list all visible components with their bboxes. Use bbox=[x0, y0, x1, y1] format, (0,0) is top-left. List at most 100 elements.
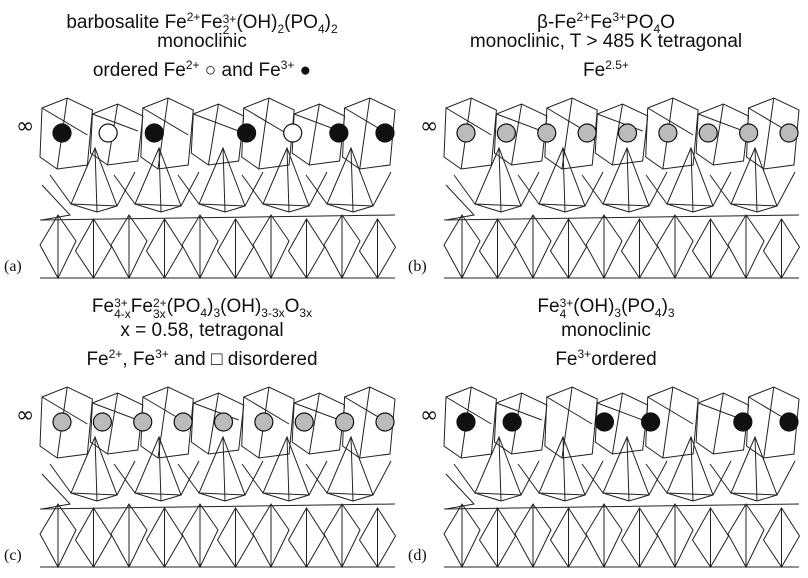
figure: barbosalite Fe2+Fe3+2(OH)2(PO4)2monoclin… bbox=[0, 0, 808, 578]
title-line: Fe3+ordered bbox=[404, 343, 808, 371]
edge bbox=[360, 98, 370, 169]
cation-site bbox=[145, 124, 163, 142]
edge bbox=[757, 495, 777, 501]
cation-site bbox=[642, 413, 660, 431]
panel-label: (d) bbox=[408, 547, 427, 565]
edge bbox=[693, 206, 713, 212]
edge bbox=[259, 98, 269, 169]
text-run: Fe bbox=[86, 349, 108, 370]
edge bbox=[501, 495, 521, 501]
edge bbox=[691, 148, 693, 212]
cation-site bbox=[699, 124, 717, 142]
text-run: (PO bbox=[167, 296, 201, 317]
edge bbox=[565, 206, 585, 212]
edge bbox=[777, 461, 795, 495]
text-run: Fe bbox=[537, 296, 559, 317]
text-run: , Fe bbox=[122, 349, 155, 370]
edge bbox=[223, 148, 225, 212]
superscript: 2+ bbox=[109, 347, 123, 361]
edge bbox=[757, 206, 777, 212]
edge bbox=[208, 104, 218, 165]
title-line: ordered Fe2+ ○ and Fe3+ ● bbox=[0, 54, 404, 82]
edge bbox=[242, 175, 263, 204]
superscript: 3+ bbox=[155, 347, 169, 361]
panel-label: (a) bbox=[4, 258, 22, 276]
superscript: 2.5+ bbox=[605, 58, 629, 72]
text-run: ● bbox=[294, 60, 311, 81]
edge bbox=[710, 464, 731, 493]
cation-site bbox=[538, 124, 556, 142]
infinity-symbol: ∞ bbox=[16, 403, 34, 428]
cation-site bbox=[174, 413, 192, 431]
cation-site bbox=[457, 413, 475, 431]
panel-label: (c) bbox=[4, 547, 22, 565]
polyhedron bbox=[603, 148, 649, 206]
edge bbox=[306, 175, 327, 204]
text-run: monoclinic, T > 485 K tetragonal bbox=[470, 31, 742, 52]
edge bbox=[351, 148, 353, 212]
cation-site bbox=[595, 413, 613, 431]
structure-drawings bbox=[0, 0, 808, 578]
superscript: 2+ bbox=[187, 10, 201, 24]
polyhedron bbox=[475, 437, 521, 495]
edge bbox=[710, 175, 731, 204]
boundary bbox=[42, 474, 70, 509]
edge bbox=[454, 464, 475, 493]
text-run: (OH) bbox=[220, 296, 261, 317]
polyhedron bbox=[199, 148, 245, 206]
polyhedron bbox=[475, 148, 521, 206]
text-run: monoclinic bbox=[157, 31, 247, 52]
edge bbox=[114, 464, 135, 493]
boundary bbox=[446, 474, 474, 509]
edge bbox=[764, 98, 774, 169]
polyhedron bbox=[667, 148, 713, 206]
superscript: 3+ bbox=[612, 10, 626, 24]
cation-site bbox=[780, 124, 798, 142]
edge bbox=[518, 464, 539, 493]
cation-site bbox=[376, 124, 394, 142]
stacked-script: 2+3x bbox=[153, 298, 167, 320]
edge bbox=[565, 495, 585, 501]
polyhedron bbox=[71, 148, 117, 206]
edge bbox=[178, 464, 199, 493]
title-line: monoclinic bbox=[0, 30, 404, 53]
cation-site bbox=[255, 413, 273, 431]
cation-site bbox=[238, 124, 256, 142]
edge bbox=[287, 148, 289, 212]
boundary bbox=[446, 185, 474, 220]
text-run: ordered Fe bbox=[93, 60, 186, 81]
edge bbox=[161, 206, 181, 212]
polyhedron bbox=[603, 437, 649, 495]
cation-site bbox=[578, 124, 596, 142]
edge bbox=[454, 175, 475, 204]
text-run: and □ disordered bbox=[169, 349, 318, 370]
text-run: O bbox=[285, 296, 300, 317]
edge bbox=[629, 206, 649, 212]
cation-site bbox=[457, 124, 475, 142]
polyhedron bbox=[327, 148, 373, 206]
cation-site bbox=[93, 413, 111, 431]
edge bbox=[223, 437, 225, 501]
edge bbox=[289, 206, 309, 212]
edge bbox=[161, 495, 181, 501]
polyhedron bbox=[263, 437, 309, 495]
edge bbox=[501, 206, 521, 212]
edge bbox=[612, 393, 622, 454]
title-line: Fe2.5+ bbox=[404, 54, 808, 82]
edge bbox=[373, 461, 391, 495]
text-run: (OH) bbox=[573, 296, 614, 317]
text-run: (PO bbox=[621, 296, 655, 317]
edge bbox=[663, 387, 673, 458]
cation-site bbox=[284, 124, 302, 142]
edge bbox=[627, 148, 629, 212]
cation-site bbox=[740, 124, 758, 142]
edge bbox=[289, 495, 309, 501]
edge bbox=[777, 172, 795, 206]
edge bbox=[646, 464, 667, 493]
edge bbox=[50, 464, 71, 493]
title-line: monoclinic bbox=[404, 319, 808, 342]
text-run: x = 0.58, tetragonal bbox=[120, 320, 283, 341]
title-line: monoclinic, T > 485 K tetragonal bbox=[404, 30, 808, 53]
edge bbox=[627, 437, 629, 501]
subscript: 4 bbox=[655, 306, 662, 320]
